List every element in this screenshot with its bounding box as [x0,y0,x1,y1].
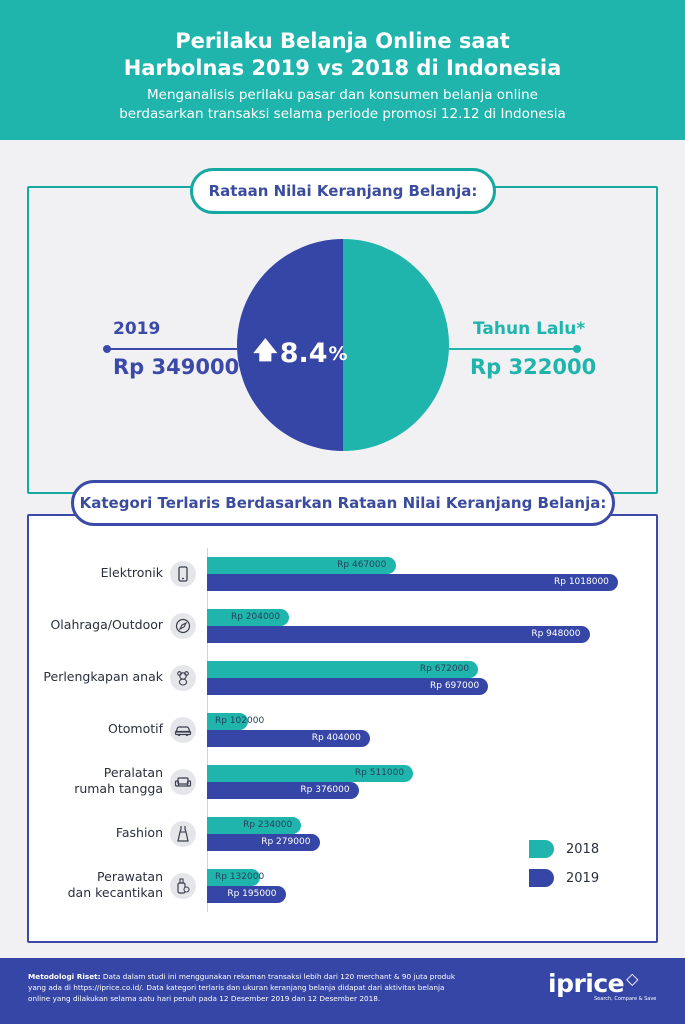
bar-2018: Rp 511000 [207,765,414,782]
legend-swatch-2019 [529,869,554,887]
lotion-icon [170,873,196,899]
category-label-line: dan kecantikan [67,885,163,900]
category-label-line: Otomotif [108,721,163,736]
header-banner: Perilaku Belanja Online saat Harbolnas 2… [0,0,685,140]
bar-value-label: Rp 102000 [215,716,265,726]
legend-label-2018: 2018 [566,842,600,857]
bar-2018: Rp 132000 [207,869,264,886]
bar-2018: Rp 102000 [207,713,264,730]
bar-2019: Rp 279000 [207,834,320,851]
category-label: Perlengkapan anak [43,669,163,685]
page-subtitle: Menganalisis perilaku pasar dan konsumen… [0,86,685,124]
pie-half-previous [343,239,449,451]
bar-value-label: Rp 697000 [430,681,480,691]
sofa-icon [170,769,196,795]
category-label-line: Olahraga/Outdoor [50,617,163,632]
category-label-line: Peralatan [103,765,163,780]
footer: Metodologi Riset: Data dalam studi ini m… [0,958,685,1024]
bar-value-label: Rp 376000 [300,785,350,795]
teddy-bear-icon [170,665,196,691]
iprice-logo: iprice ◇ Search, Compare & Save [548,969,656,1002]
legend-swatch-2018 [529,840,554,858]
change-unit: % [328,342,348,365]
category-label-line: Fashion [115,825,163,840]
basket-heading: Rataan Nilai Keranjang Belanja: [190,168,496,214]
change-value: 8.4 [279,338,328,369]
bar-value-label: Rp 672000 [419,664,470,674]
category-label: Otomotif [108,721,163,737]
bar-value-label: Rp 467000 [337,560,387,570]
category-label-line: Perawatan [97,869,163,884]
bar-value-label: Rp 1018000 [554,577,609,587]
bar-value-label: Rp 404000 [311,733,361,743]
bar-value-label: Rp 195000 [227,889,277,899]
bar-value-label: Rp 948000 [531,629,581,639]
right-year-label: Tahun Lalu* [473,319,586,339]
title-line-2: Harbolnas 2019 vs 2018 di Indonesia [123,56,562,80]
title-line-1: Perilaku Belanja Online saat [175,29,510,53]
bar-2018: Rp 204000 [207,609,290,626]
bar-2019: Rp 376000 [207,782,359,799]
change-badge: 🡅 8.4 % [253,333,348,374]
right-connector-line [449,348,577,350]
category-label-line: rumah tangga [74,781,163,796]
logo-tagline: Search, Compare & Save [594,996,657,1002]
bar-2019: Rp 195000 [207,886,286,903]
left-connector-dot [103,345,111,353]
methodology-note: Metodologi Riset: Data dalam studi ini m… [28,971,458,1004]
bar-2018: Rp 234000 [207,817,302,834]
category-label: Fashion [116,825,163,841]
methodology-label: Metodologi Riset: [28,972,101,981]
left-connector-line [107,348,237,350]
right-connector-dot [573,345,581,353]
bar-2019: Rp 948000 [207,626,590,643]
bar-2019: Rp 404000 [207,730,371,747]
bar-2018: Rp 467000 [207,557,396,574]
logo-wordmark: iprice ◇ [548,969,656,998]
category-label: Peralatan rumah tangga [74,765,163,797]
methodology-text: Data dalam studi ini menggunakan rekaman… [28,972,456,1003]
dress-icon [170,821,196,847]
arrow-up-icon: 🡅 [253,336,278,364]
bar-value-label: Rp 234000 [243,820,293,830]
bar-2018: Rp 672000 [207,661,479,678]
car-icon [170,717,196,743]
phone-icon [170,561,196,587]
category-label-line: Perlengkapan anak [43,669,163,684]
bar-value-label: Rp 279000 [261,837,311,847]
left-basket-value: Rp 349000 [113,355,240,379]
basket-pie [237,239,449,451]
compass-icon [170,613,196,639]
category-label: Perawatan dan kecantikan [68,869,163,901]
subtitle-line-2: berdasarkan transaksi selama periode pro… [119,106,566,122]
category-label: Elektronik [101,565,163,581]
bar-value-label: Rp 511000 [354,768,405,778]
bar-value-label: Rp 132000 [215,872,265,882]
bar-2019: Rp 697000 [207,678,489,695]
categories-heading: Kategori Terlaris Berdasarkan Rataan Nil… [71,480,615,526]
category-label-line: Elektronik [100,565,163,580]
tag-icon: ◇ [626,969,638,988]
bar-value-label: Rp 204000 [230,612,281,622]
subtitle-line-1: Menganalisis perilaku pasar dan konsumen… [147,87,538,103]
left-year-label: 2019 [113,319,161,339]
logo-text: iprice [548,969,625,998]
bar-2019: Rp 1018000 [207,574,618,591]
legend-label-2019: 2019 [566,871,600,886]
right-basket-value: Rp 322000 [470,355,597,379]
category-label: Olahraga/Outdoor [50,617,163,633]
page-title: Perilaku Belanja Online saat Harbolnas 2… [0,0,685,82]
